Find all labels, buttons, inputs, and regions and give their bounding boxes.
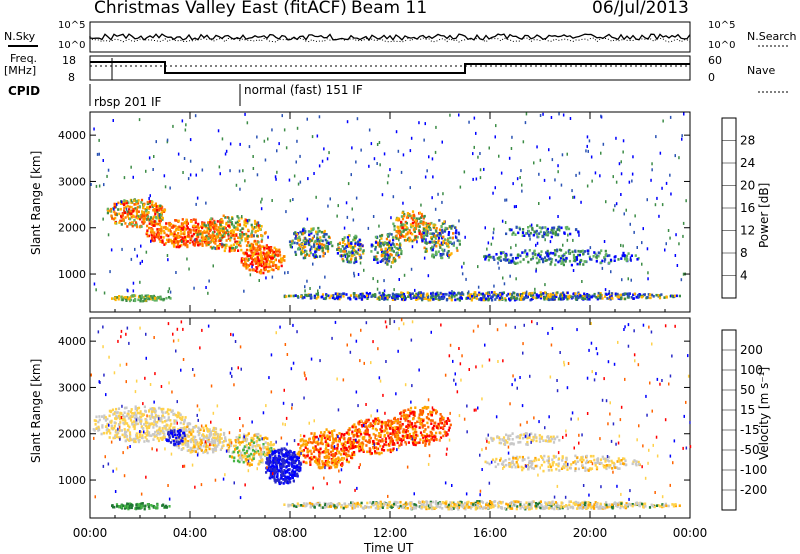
cpid-label: CPID bbox=[8, 84, 41, 98]
velocity-ylabel: Slant Range [km] bbox=[29, 359, 43, 463]
nave-tick-0: 0 bbox=[708, 71, 715, 84]
freq-panel: 18 8 60 0 bbox=[62, 54, 788, 106]
xlabel: Time UT bbox=[363, 541, 414, 554]
power-colorbar-tick: 20 bbox=[740, 179, 755, 193]
velocity-colorbar-tick: 200 bbox=[740, 343, 763, 357]
axis-ticks: 4000 3000 2000 1000 4000 3000 2000 1000 00:00 04:… bbox=[58, 112, 707, 540]
velocity-colorbar-tick: -50 bbox=[740, 443, 760, 457]
velocity-scatter-cells bbox=[90, 318, 692, 511]
power-colorbar: 28 24 20 16 12 8 4 bbox=[721, 117, 755, 299]
power-colorbar-label: Power [dB] bbox=[757, 183, 771, 248]
freq-trace bbox=[90, 61, 690, 74]
date-label: 06/Jul/2013 bbox=[592, 0, 689, 18]
cpid-normal: normal (fast) 151 IF bbox=[244, 83, 363, 97]
nsky-trace bbox=[89, 33, 691, 42]
xtick-label: 00:00 bbox=[673, 526, 708, 540]
nave-tick-60: 60 bbox=[708, 54, 722, 67]
nave-label: Nave bbox=[747, 64, 776, 77]
ytick-label: 4000 bbox=[58, 335, 86, 348]
nsearch-trace bbox=[89, 37, 691, 43]
ytick-label: 2000 bbox=[58, 428, 86, 441]
freq-label: Freq. bbox=[10, 52, 38, 65]
nsky-panel: 10^5 10^0 10^5 10^0 bbox=[8, 20, 788, 53]
velocity-colorbar-tick: -200 bbox=[740, 483, 767, 497]
ytick-label: 1000 bbox=[58, 268, 86, 281]
freq-tick-18: 18 bbox=[62, 54, 76, 67]
velocity-colorbar-tick: -100 bbox=[740, 463, 767, 477]
power-colorbar-tick: 24 bbox=[740, 156, 755, 170]
velocity-colorbar-label: Velocity [m s⁻¹] bbox=[757, 367, 771, 460]
power-scatter-cells bbox=[90, 112, 687, 303]
power-colorbar-tick: 16 bbox=[740, 201, 755, 215]
freq-unit-label: [MHz] bbox=[4, 64, 37, 77]
ytick-label: 3000 bbox=[58, 381, 86, 394]
ytick-label: 4000 bbox=[58, 129, 86, 142]
power-colorbar-tick: 8 bbox=[740, 246, 748, 260]
beam-label: Beam 11 bbox=[351, 0, 428, 18]
nsearch-tick-bottom: 10^0 bbox=[708, 40, 735, 51]
velocity-colorbar-tick: -15 bbox=[740, 423, 760, 437]
nsearch-label: N.Search bbox=[747, 30, 797, 43]
ytick-label: 3000 bbox=[58, 175, 86, 188]
nsky-label: N.Sky bbox=[4, 30, 36, 43]
nsky-tick-top: 10^5 bbox=[58, 20, 85, 31]
power-colorbar-tick: 4 bbox=[740, 269, 748, 283]
velocity-colorbar-tick: 100 bbox=[740, 363, 763, 377]
xtick-label: 20:00 bbox=[573, 526, 608, 540]
freq-tick-8: 8 bbox=[68, 71, 75, 84]
velocity-panel bbox=[89, 317, 692, 519]
velocity-colorbar-tick: 15 bbox=[740, 403, 755, 417]
velocity-colorbar: 200 100 50 15 -15 -50 -100 -200 bbox=[721, 329, 767, 511]
xtick-label: 12:00 bbox=[373, 526, 408, 540]
power-ylabel: Slant Range [km] bbox=[29, 151, 43, 255]
velocity-colorbar-tick: 50 bbox=[740, 383, 755, 397]
cpid-rbsp: rbsp 201 IF bbox=[94, 95, 162, 109]
ytick-label: 2000 bbox=[58, 222, 86, 235]
ytick-label: 1000 bbox=[58, 474, 86, 487]
nsky-tick-bottom: 10^0 bbox=[58, 40, 85, 51]
xtick-label: 08:00 bbox=[273, 526, 308, 540]
nsearch-tick-top: 10^5 bbox=[708, 20, 735, 31]
power-colorbar-tick: 28 bbox=[740, 134, 755, 148]
power-panel bbox=[89, 111, 691, 313]
xtick-label: 00:00 bbox=[73, 526, 108, 540]
chart-title: Christmas Valley East (fitACF) bbox=[94, 0, 347, 18]
xtick-label: 04:00 bbox=[173, 526, 208, 540]
xtick-label: 16:00 bbox=[473, 526, 508, 540]
power-colorbar-tick: 12 bbox=[740, 224, 755, 238]
